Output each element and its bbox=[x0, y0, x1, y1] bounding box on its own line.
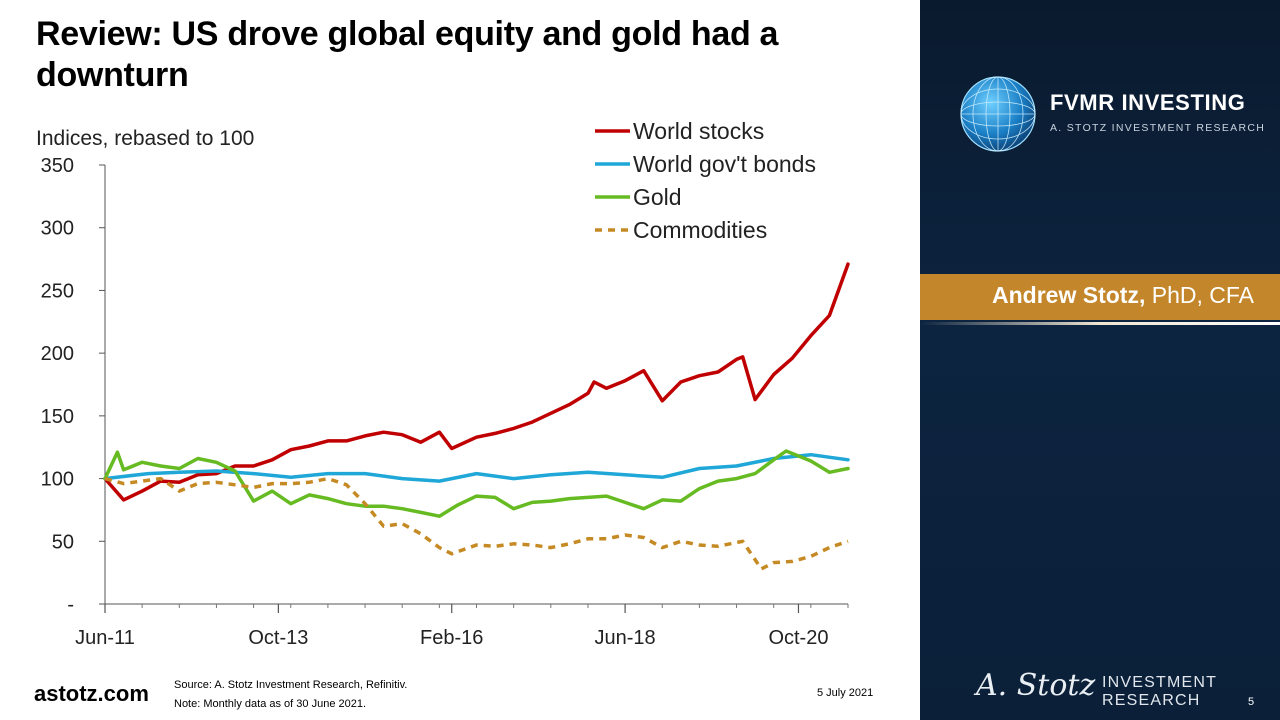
series-line-world-stocks bbox=[103, 262, 850, 502]
page-number: 5 bbox=[1248, 696, 1255, 708]
y-axis-label: Indices, rebased to 100 bbox=[36, 127, 254, 150]
legend: World stocks World gov't bonds Gold Commodi… bbox=[595, 118, 816, 243]
presenter-label: Andrew Stotz, PhD, CFA bbox=[992, 282, 1254, 309]
brand-subtitle: A. STOTZ INVESTMENT RESEARCH bbox=[1050, 122, 1266, 134]
line-chart: Indices, rebased to 100 - 50 100 150 200 250 3… bbox=[36, 118, 850, 649]
legend-label: World gov't bonds bbox=[633, 151, 816, 177]
research-line-2: RESEARCH bbox=[1102, 692, 1201, 710]
y-tick-label: - bbox=[67, 594, 74, 616]
x-tick-label: Jun-18 bbox=[595, 627, 656, 649]
x-tick-label: Feb-16 bbox=[420, 627, 483, 649]
presenter-credentials: PhD, CFA bbox=[1145, 282, 1254, 308]
x-tick-label: Jun-11 bbox=[75, 627, 135, 649]
y-tick-label: 250 bbox=[41, 280, 74, 302]
y-tick-label: 300 bbox=[41, 218, 74, 240]
y-tick-label: 150 bbox=[41, 406, 74, 428]
series-line-world-bonds bbox=[103, 452, 850, 483]
y-tick-label: 350 bbox=[41, 155, 74, 177]
slide-title: Review: US drove global equity and gold … bbox=[36, 15, 779, 94]
y-tick-label: 50 bbox=[52, 531, 74, 553]
research-line-1: INVESTMENT bbox=[1102, 674, 1218, 691]
data-note: Note: Monthly data as of 30 June 2021. bbox=[174, 698, 367, 710]
globe-icon bbox=[960, 76, 1036, 152]
brand-name: FVMR INVESTING bbox=[1050, 90, 1246, 115]
series-layer bbox=[103, 262, 850, 571]
axes: - 50 100 150 200 250 300 350 Jun-11 Oct-13 Feb-16 J… bbox=[41, 155, 849, 649]
x-tick-label: Oct-20 bbox=[768, 627, 828, 649]
chart-area: Indices, rebased to 100 - 50 100 150 200 250 3… bbox=[36, 118, 850, 649]
presenter-divider bbox=[920, 322, 1280, 325]
legend-label: World stocks bbox=[633, 118, 764, 144]
series-line-gold bbox=[103, 449, 850, 518]
presenter-name: Andrew Stotz, bbox=[992, 282, 1146, 308]
research-logo-text: INVESTMENT RESEARCH bbox=[1102, 674, 1217, 711]
sidebar: FVMR INVESTING A. STOTZ INVESTMENT RESEA… bbox=[920, 0, 1280, 720]
series-line-commodities bbox=[104, 476, 849, 571]
signature-logo: A. Stotz bbox=[976, 668, 1096, 703]
x-tick-label: Oct-13 bbox=[248, 627, 308, 649]
slide-date: 5 July 2021 bbox=[817, 687, 874, 699]
y-tick-label: 100 bbox=[41, 469, 74, 491]
y-tick-label: 200 bbox=[41, 343, 74, 365]
source-note: Source: A. Stotz Investment Research, Re… bbox=[174, 679, 408, 691]
presenter-band bbox=[920, 274, 1280, 320]
website-url[interactable]: astotz.com bbox=[34, 681, 149, 706]
legend-label: Commodities bbox=[633, 217, 767, 243]
legend-label: Gold bbox=[633, 184, 682, 210]
